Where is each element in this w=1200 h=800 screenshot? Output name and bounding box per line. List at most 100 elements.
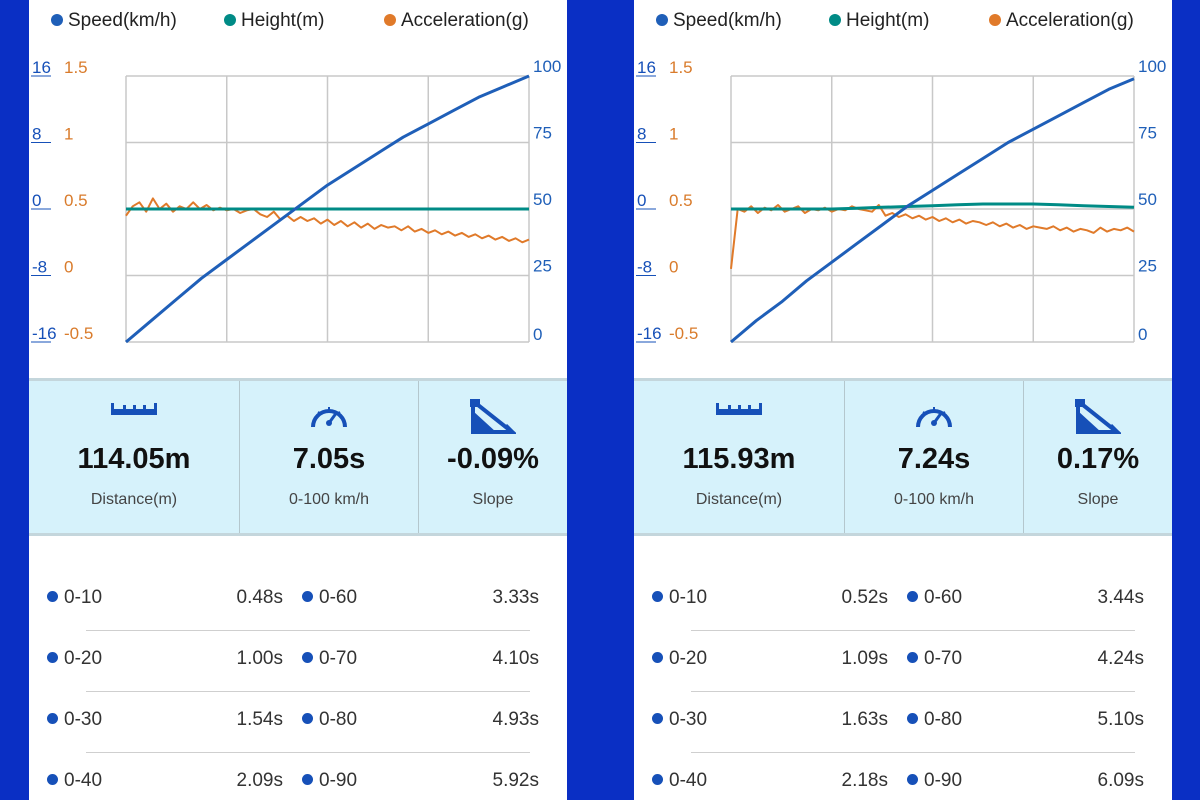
split-row: 0-10 0.52s 0-60 3.44s xyxy=(634,570,1172,631)
split-name: 0-30 xyxy=(652,709,707,731)
legend-item[interactable]: Acceleration(g) xyxy=(384,10,529,32)
summary-stats: 115.93m Distance(m) 7.24s 0-100 km/h 0.17% Sl… xyxy=(634,378,1172,536)
accel-tick-label: -0.5 xyxy=(64,324,93,343)
speed-tick-label: 0 xyxy=(1138,325,1147,344)
split-name-label: 0-60 xyxy=(319,587,358,608)
split-name: 0-30 xyxy=(47,709,102,731)
split-times-list: 0-10 0.48s 0-60 3.33s 0-20 1.00s 0-70 4.10s 0-30… xyxy=(29,530,567,800)
stat-distance: 115.93m Distance(m) xyxy=(634,381,844,533)
split-name-label: 0-70 xyxy=(924,648,963,669)
split-time: 3.33s xyxy=(492,587,539,608)
split-name-label: 0-80 xyxy=(319,709,358,730)
ruler-icon xyxy=(109,399,159,426)
bullet-dot-icon xyxy=(907,652,918,663)
distance-value: 114.05m xyxy=(77,443,191,475)
series-line-accel xyxy=(125,197,530,244)
summary-stats: 114.05m Distance(m) 7.05s 0-100 km/h -0.09% S… xyxy=(29,378,567,536)
distance-label: Distance(m) xyxy=(90,491,178,508)
height-tick-label: 8 xyxy=(637,125,646,144)
ruler-icon xyxy=(714,399,764,426)
split-name: 0-10 xyxy=(47,587,102,609)
legend-dot-icon xyxy=(224,14,236,26)
bullet-dot-icon xyxy=(47,591,58,602)
split-name-label: 0-10 xyxy=(669,587,708,608)
stat-divider xyxy=(844,381,845,533)
legend-item[interactable]: Acceleration(g) xyxy=(989,10,1134,32)
legend-item[interactable]: Speed(km/h) xyxy=(51,10,177,32)
distance-label: Distance(m) xyxy=(695,491,783,508)
split-name: 0-70 xyxy=(907,648,962,670)
split-row: 0-30 1.54s 0-80 4.93s xyxy=(29,692,567,753)
height-tick-label: -16 xyxy=(637,324,662,343)
bullet-dot-icon xyxy=(302,774,313,785)
legend-label: Acceleration(g) xyxy=(1006,10,1134,31)
stat-time: 7.05s 0-100 km/h xyxy=(240,381,418,533)
legend-dot-icon xyxy=(989,14,1001,26)
chart-legend: Speed(km/h) Height(m) Acceleration(g) xyxy=(634,8,1172,38)
split-name: 0-40 xyxy=(652,770,707,792)
bullet-dot-icon xyxy=(47,713,58,724)
bullet-dot-icon xyxy=(907,774,918,785)
split-name-label: 0-30 xyxy=(669,709,708,730)
bullet-dot-icon xyxy=(302,591,313,602)
stat-slope: 0.17% Slope xyxy=(1024,381,1172,533)
split-time: 1.54s xyxy=(236,709,283,730)
accel-tick-label: 1 xyxy=(669,125,678,144)
slope-label: Slope xyxy=(1077,491,1119,508)
stat-distance: 114.05m Distance(m) xyxy=(29,381,239,533)
legend-item[interactable]: Height(m) xyxy=(829,10,929,32)
legend-label: Height(m) xyxy=(846,10,930,31)
slope-icon xyxy=(1075,396,1123,440)
height-tick-label: -8 xyxy=(637,258,652,277)
series-line-accel xyxy=(730,204,1135,270)
stat-divider xyxy=(239,381,240,533)
accel-tick-label: 0.5 xyxy=(669,191,693,210)
row-separator xyxy=(86,752,530,753)
accel-tick-label: 1.5 xyxy=(669,58,693,77)
bullet-dot-icon xyxy=(907,713,918,724)
split-time: 4.24s xyxy=(1097,648,1144,669)
bullet-dot-icon xyxy=(652,652,663,663)
distance-value: 115.93m xyxy=(682,443,796,475)
time-value: 7.05s xyxy=(292,443,366,475)
speed-tick-label: 50 xyxy=(1138,190,1157,209)
accel-tick-label: 0.5 xyxy=(64,191,88,210)
row-separator xyxy=(86,630,530,631)
height-tick-label: -16 xyxy=(32,324,57,343)
split-time: 2.09s xyxy=(236,770,283,791)
split-name: 0-80 xyxy=(302,709,357,731)
time-value: 7.24s xyxy=(897,443,971,475)
speed-tick-label: 25 xyxy=(1138,257,1157,276)
legend-dot-icon xyxy=(384,14,396,26)
height-tick-label: 0 xyxy=(637,191,646,210)
bullet-dot-icon xyxy=(652,774,663,785)
stat-divider xyxy=(1023,381,1024,533)
series-line-speed xyxy=(125,74,530,344)
split-time: 1.00s xyxy=(236,648,283,669)
split-time: 0.48s xyxy=(236,587,283,608)
slope-value: -0.09% xyxy=(447,443,539,475)
bullet-dot-icon xyxy=(652,713,663,724)
accel-tick-label: 0 xyxy=(64,258,73,277)
height-tick-label: 0 xyxy=(32,191,41,210)
slope-icon xyxy=(470,396,518,440)
split-row: 0-40 2.09s 0-90 5.92s xyxy=(29,753,567,800)
accel-tick-label: 1.5 xyxy=(64,58,88,77)
legend-dot-icon xyxy=(656,14,668,26)
series-line-speed xyxy=(730,77,1135,344)
split-row: 0-20 1.09s 0-70 4.24s xyxy=(634,631,1172,692)
height-tick-label: -8 xyxy=(32,258,47,277)
height-tick-label: 8 xyxy=(32,125,41,144)
legend-item[interactable]: Speed(km/h) xyxy=(656,10,782,32)
split-name-label: 0-60 xyxy=(924,587,963,608)
speedometer-icon xyxy=(912,399,956,436)
split-name-label: 0-20 xyxy=(64,648,103,669)
split-time: 1.63s xyxy=(841,709,888,730)
legend-label: Acceleration(g) xyxy=(401,10,529,31)
speedometer-icon xyxy=(307,399,351,436)
stat-slope: -0.09% Slope xyxy=(419,381,567,533)
split-time: 6.09s xyxy=(1097,770,1144,791)
legend-item[interactable]: Height(m) xyxy=(224,10,324,32)
split-row: 0-30 1.63s 0-80 5.10s xyxy=(634,692,1172,753)
split-name: 0-60 xyxy=(302,587,357,609)
